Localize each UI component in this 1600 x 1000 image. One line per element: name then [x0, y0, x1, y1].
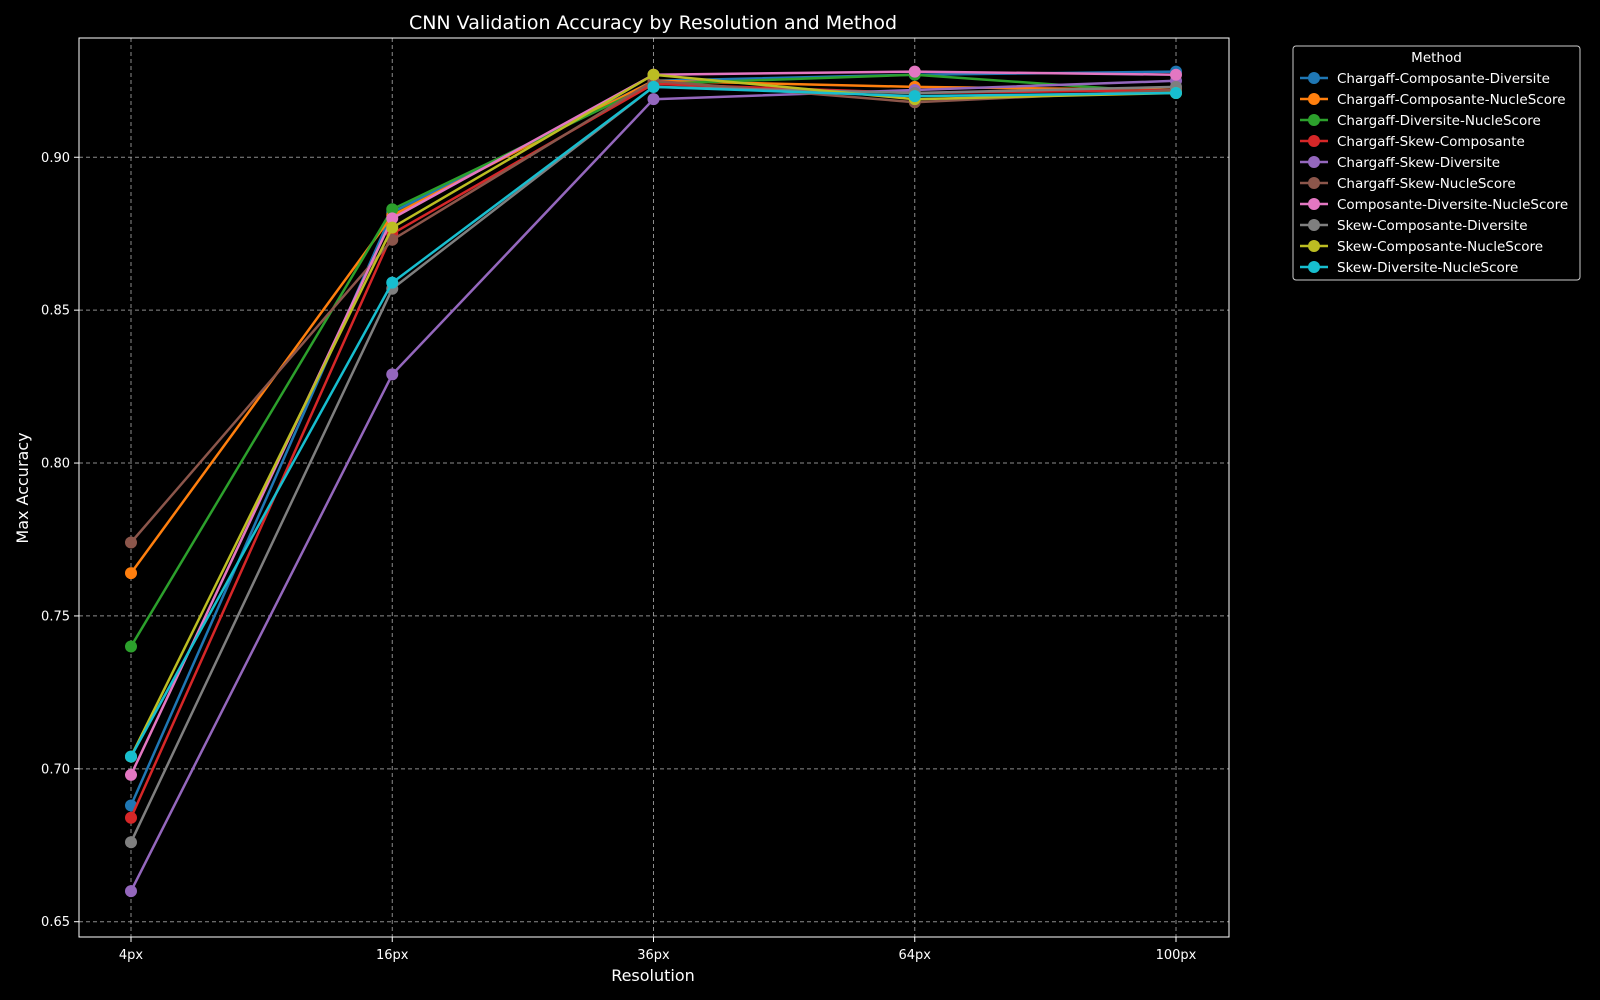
- data-point: [125, 536, 137, 549]
- legend-marker: [1308, 219, 1320, 231]
- legend-marker: [1308, 261, 1320, 273]
- data-point: [125, 750, 137, 763]
- data-point: [1170, 68, 1182, 81]
- legend-marker: [1308, 72, 1320, 84]
- legend-marker: [1308, 156, 1320, 168]
- data-point: [647, 80, 660, 93]
- legend-item: Skew-Composante-Diversite: [1300, 218, 1528, 234]
- series-skew-diversite-nuclescore: [125, 80, 1182, 763]
- x-tick-label: 16px: [376, 948, 409, 963]
- data-point: [386, 221, 399, 234]
- legend-marker: [1308, 240, 1320, 252]
- data-point: [386, 276, 399, 289]
- legend-title: Method: [1411, 50, 1462, 66]
- data-point: [647, 68, 660, 81]
- x-axis-label: Resolution: [611, 966, 695, 985]
- legend-item: Chargaff-Diversite-NucleScore: [1300, 113, 1541, 129]
- legend-item: Chargaff-Skew-Diversite: [1300, 155, 1500, 171]
- legend-item: Composante-Diversite-NucleScore: [1300, 197, 1568, 213]
- data-point: [125, 885, 137, 898]
- legend-marker: [1308, 135, 1320, 147]
- data-point: [125, 640, 137, 653]
- y-tick-label: 0.80: [41, 457, 70, 472]
- y-tick-label: 0.70: [41, 762, 70, 777]
- data-point: [125, 768, 137, 781]
- legend-item: Skew-Diversite-NucleScore: [1300, 260, 1518, 276]
- x-tick-label: 4px: [119, 948, 144, 963]
- legend-marker: [1308, 177, 1320, 189]
- y-tick-label: 0.75: [41, 609, 70, 624]
- y-axis-label: Max Accuracy: [13, 432, 32, 543]
- legend-marker: [1308, 198, 1320, 210]
- grid: [79, 38, 1229, 937]
- data-point: [908, 65, 921, 78]
- legend-label: Chargaff-Composante-NucleScore: [1337, 92, 1566, 108]
- legend-item: Chargaff-Skew-Composante: [1300, 134, 1525, 150]
- legend-label: Skew-Composante-Diversite: [1337, 218, 1528, 234]
- y-tick-label: 0.90: [41, 151, 70, 166]
- legend-item: Skew-Composante-NucleScore: [1300, 239, 1543, 255]
- legend-box: [1292, 45, 1581, 281]
- data-point: [125, 567, 137, 580]
- data-point: [386, 212, 399, 225]
- legend-marker: [1308, 114, 1320, 126]
- data-point: [1170, 87, 1182, 100]
- x-axis: 4px 16px 36px 64px 100px: [119, 937, 1197, 963]
- y-tick-label: 0.85: [41, 304, 70, 319]
- data-point: [125, 836, 137, 849]
- x-tick-label: 36px: [637, 948, 670, 963]
- data-point: [386, 203, 399, 216]
- legend-label: Chargaff-Composante-Diversite: [1337, 71, 1550, 87]
- data-point: [386, 368, 399, 381]
- legend-label: Chargaff-Skew-Diversite: [1337, 155, 1500, 171]
- y-axis: 0.65 0.70 0.75 0.80 0.85 0.90: [41, 151, 79, 930]
- data-point: [386, 233, 399, 246]
- chart-title: CNN Validation Accuracy by Resolution an…: [409, 12, 897, 34]
- legend-marker: [1308, 93, 1320, 105]
- legend-label: Chargaff-Skew-Composante: [1337, 134, 1525, 150]
- legend-label: Chargaff-Diversite-NucleScore: [1337, 113, 1541, 129]
- series-layer: [125, 65, 1182, 898]
- data-point: [125, 811, 137, 824]
- legend-label: Skew-Composante-NucleScore: [1337, 239, 1543, 255]
- legend-item: Chargaff-Composante-NucleScore: [1300, 92, 1566, 108]
- y-tick-label: 0.65: [41, 915, 70, 930]
- legend-label: Skew-Diversite-NucleScore: [1337, 260, 1518, 276]
- legend: Method Chargaff-Composante-Diversite Char…: [1292, 45, 1581, 281]
- legend-label: Composante-Diversite-NucleScore: [1337, 197, 1568, 213]
- data-point: [647, 93, 660, 106]
- legend-item: Chargaff-Skew-NucleScore: [1300, 176, 1516, 192]
- data-point: [908, 90, 921, 103]
- legend-label: Chargaff-Skew-NucleScore: [1337, 176, 1516, 192]
- x-tick-label: 100px: [1156, 948, 1197, 963]
- x-tick-label: 64px: [899, 948, 932, 963]
- legend-item: Chargaff-Composante-Diversite: [1300, 71, 1550, 87]
